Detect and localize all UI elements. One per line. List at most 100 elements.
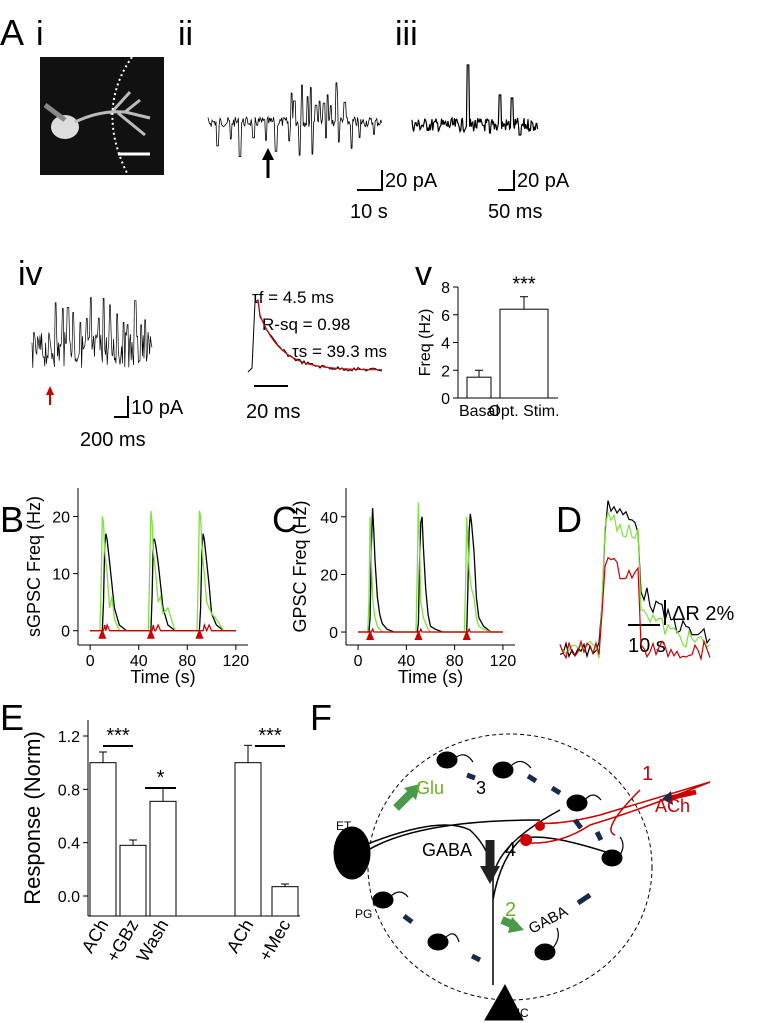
bar <box>466 376 492 399</box>
trace <box>559 500 711 659</box>
significance: * <box>157 767 165 789</box>
pg-cell <box>601 849 623 867</box>
scale-label: 10 pA <box>131 397 184 419</box>
bar <box>119 844 147 917</box>
x-tick-label: +Mec <box>255 916 295 965</box>
x-tick-label: 0 <box>86 653 95 670</box>
y-tick-label: 0 <box>329 625 338 642</box>
significance: *** <box>512 274 536 296</box>
series-line <box>90 510 236 632</box>
synapse <box>520 834 532 846</box>
scale-label: 50 ms <box>488 201 542 223</box>
fit-curve <box>257 299 382 371</box>
bar <box>149 800 177 917</box>
trace <box>247 299 383 373</box>
stim-marker <box>146 628 155 639</box>
scale-bar <box>498 170 515 191</box>
trace <box>411 64 539 136</box>
x-tick-label: 80 <box>446 653 464 670</box>
diagram-label: GABA <box>526 903 571 938</box>
stim-marker <box>195 628 204 639</box>
x-tick-label: Opt. Stim. <box>488 403 559 420</box>
panel-label: D <box>556 499 582 540</box>
y-tick-label: 20 <box>320 567 338 584</box>
pg-cell <box>436 751 458 769</box>
diagram-label: GABA <box>422 840 472 860</box>
dendrite <box>43 103 67 122</box>
diagram-label: MC <box>510 1006 529 1020</box>
cell-body <box>51 115 79 139</box>
x-tick-label: 120 <box>490 653 517 670</box>
glu-arrow <box>393 789 415 811</box>
scale-bar <box>357 170 383 191</box>
x-tick-label: ACh <box>223 916 258 956</box>
pg-cell <box>492 761 514 779</box>
scale-label: 10 s <box>628 635 666 657</box>
diagram-label: 4 <box>505 839 516 861</box>
synapse <box>535 821 545 831</box>
stim-marker <box>462 630 471 641</box>
series-line <box>358 508 503 633</box>
dendrite <box>367 819 541 851</box>
pg-cell <box>427 933 449 951</box>
diagram-label: PG <box>355 907 372 921</box>
arrow <box>508 917 524 933</box>
panel-label: F <box>310 697 332 738</box>
fit-annotation: R-sq = 0.98 <box>262 315 350 334</box>
x-tick-label: 120 <box>223 653 250 670</box>
ach-arrow <box>669 789 697 801</box>
x-tick-label: Wash <box>132 916 172 965</box>
y-axis-label: GPSC Freq (Hz) <box>290 500 310 632</box>
ach-arrow <box>662 791 673 805</box>
dendrite <box>74 90 151 137</box>
pg-cell <box>534 943 556 961</box>
y-tick-label: 0 <box>61 624 70 641</box>
glomerulus <box>367 733 653 1001</box>
panel-label: B <box>0 499 24 540</box>
trace <box>31 297 153 368</box>
x-axis-label: Time (s) <box>130 667 195 687</box>
y-axis-label: Freq (Hz) <box>417 309 434 377</box>
y-tick-label: 1.2 <box>58 729 80 746</box>
scale-label: 10 s <box>350 201 388 223</box>
y-tick-label: 0.0 <box>58 889 80 906</box>
y-tick-label: 2 <box>441 363 450 380</box>
glu-arrow <box>404 784 420 800</box>
x-tick-label: Basal <box>459 403 499 420</box>
y-tick-label: 10 <box>52 567 70 584</box>
panel-label: A <box>0 12 24 53</box>
boundary <box>111 56 133 176</box>
fit-annotation: τs = 39.3 ms <box>292 342 387 361</box>
diagram-label: 1 <box>642 763 653 785</box>
stim-marker <box>366 630 375 641</box>
diagram <box>333 733 711 1021</box>
gaba-arrow <box>480 866 500 884</box>
x-tick-label: 0 <box>354 653 363 670</box>
x-axis-label: Time (s) <box>398 667 463 687</box>
series-line <box>358 627 503 633</box>
bar <box>499 308 549 399</box>
diagram-label: ACh <box>655 796 690 816</box>
arrow <box>262 148 274 160</box>
panel-label: iv <box>18 255 43 293</box>
panel-label: E <box>0 697 24 738</box>
y-tick-label: 0 <box>441 391 450 408</box>
bar <box>271 886 299 917</box>
series-line <box>90 533 236 632</box>
scale-label: ΔR 2% <box>672 603 734 625</box>
pg-cell <box>566 794 588 812</box>
pg-cell <box>372 891 394 909</box>
mitral-cell <box>484 983 524 1021</box>
diagram-label: ET <box>336 819 352 833</box>
series-line <box>358 502 503 633</box>
trace <box>207 82 382 157</box>
y-axis-label: Response (Norm) <box>20 731 45 905</box>
panel-label: C <box>272 499 298 540</box>
small-arrow <box>402 772 604 963</box>
x-tick-label: 80 <box>178 653 196 670</box>
x-tick-label: 40 <box>397 653 415 670</box>
stim-marker <box>414 630 423 641</box>
trace <box>559 556 711 662</box>
